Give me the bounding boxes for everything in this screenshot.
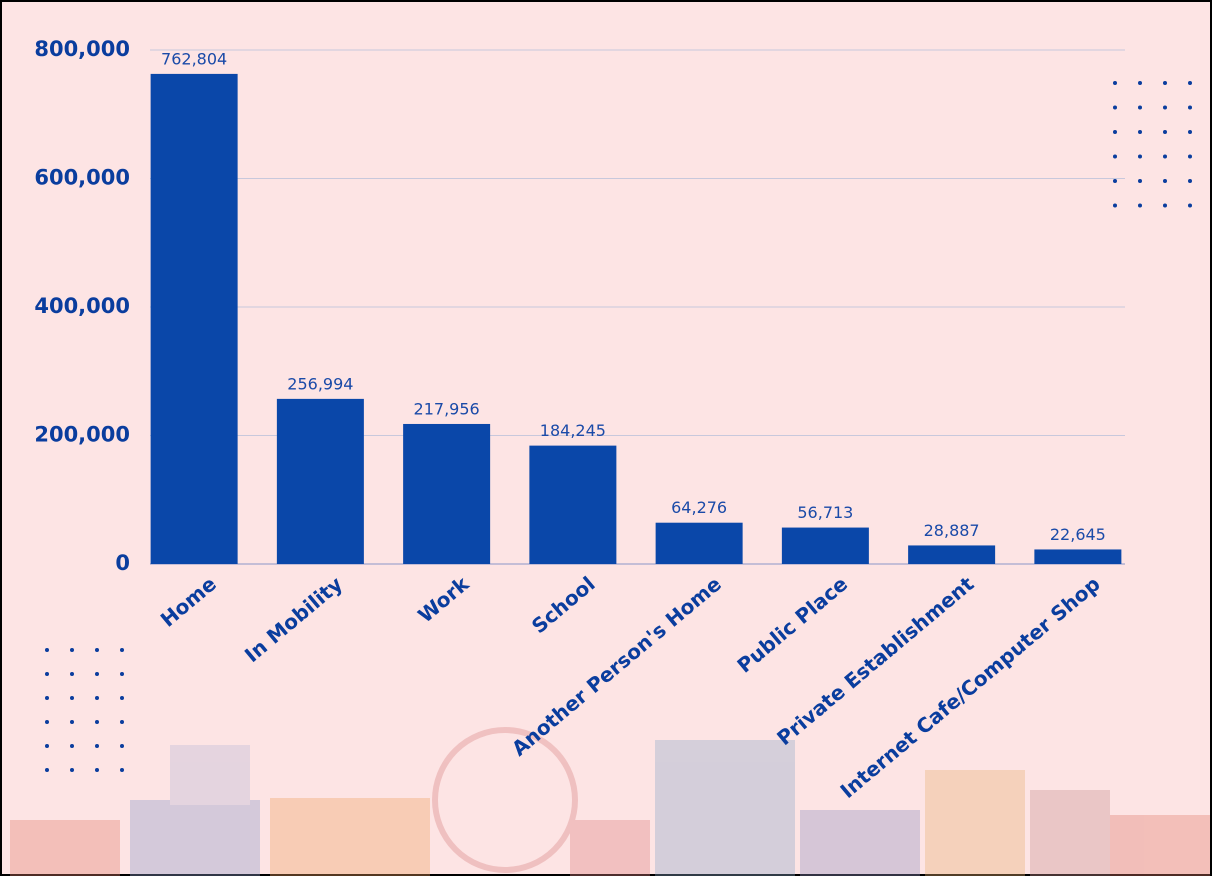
dot xyxy=(120,720,124,724)
dot xyxy=(95,768,99,772)
value-label: 184,245 xyxy=(540,421,606,440)
chart: 0200,000400,000600,000800,000762,804Home… xyxy=(0,0,1212,876)
dot xyxy=(120,648,124,652)
dot xyxy=(45,672,49,676)
dot xyxy=(70,768,74,772)
dot xyxy=(95,696,99,700)
y-tick-label: 400,000 xyxy=(34,294,130,318)
dot xyxy=(70,648,74,652)
dot xyxy=(120,744,124,748)
bar xyxy=(151,74,238,564)
dot xyxy=(1113,81,1117,85)
dot xyxy=(95,672,99,676)
dot xyxy=(1188,81,1192,85)
dot xyxy=(120,672,124,676)
dot xyxy=(1113,130,1117,134)
dot xyxy=(1113,155,1117,159)
dot xyxy=(70,744,74,748)
dot xyxy=(95,648,99,652)
dot xyxy=(1138,81,1142,85)
dot xyxy=(120,696,124,700)
dot xyxy=(45,696,49,700)
bar xyxy=(277,399,364,564)
dot xyxy=(45,720,49,724)
dot xyxy=(1163,179,1167,183)
dot xyxy=(1188,106,1192,110)
dot xyxy=(1138,204,1142,208)
dot xyxy=(120,768,124,772)
value-label: 22,645 xyxy=(1050,525,1106,544)
dot xyxy=(1188,179,1192,183)
bar xyxy=(908,545,995,564)
bar xyxy=(782,528,869,564)
value-label: 256,994 xyxy=(287,374,353,393)
y-tick-label: 600,000 xyxy=(34,166,130,190)
dot xyxy=(1113,204,1117,208)
value-label: 762,804 xyxy=(161,49,227,68)
dot xyxy=(95,744,99,748)
dot xyxy=(1188,204,1192,208)
y-tick-label: 800,000 xyxy=(34,37,130,61)
dot xyxy=(95,720,99,724)
dot xyxy=(70,720,74,724)
dot xyxy=(45,744,49,748)
dot xyxy=(1188,130,1192,134)
dot xyxy=(45,768,49,772)
dot xyxy=(1163,204,1167,208)
dot xyxy=(1113,106,1117,110)
dot xyxy=(70,696,74,700)
dot xyxy=(45,648,49,652)
bar xyxy=(1034,549,1121,564)
dot xyxy=(1138,155,1142,159)
bar xyxy=(529,446,616,564)
dot xyxy=(1188,155,1192,159)
value-label: 64,276 xyxy=(671,498,727,517)
bar xyxy=(656,523,743,564)
value-label: 28,887 xyxy=(924,521,980,540)
y-tick-label: 200,000 xyxy=(34,423,130,447)
y-tick-label: 0 xyxy=(115,551,130,575)
bar xyxy=(403,424,490,564)
dot xyxy=(1163,81,1167,85)
dot xyxy=(1138,106,1142,110)
value-label: 56,713 xyxy=(797,503,853,522)
dot xyxy=(1113,179,1117,183)
dot xyxy=(1138,130,1142,134)
dot xyxy=(1163,155,1167,159)
dot xyxy=(70,672,74,676)
dot xyxy=(1163,130,1167,134)
value-label: 217,956 xyxy=(414,399,480,418)
dot xyxy=(1138,179,1142,183)
dot xyxy=(1163,106,1167,110)
